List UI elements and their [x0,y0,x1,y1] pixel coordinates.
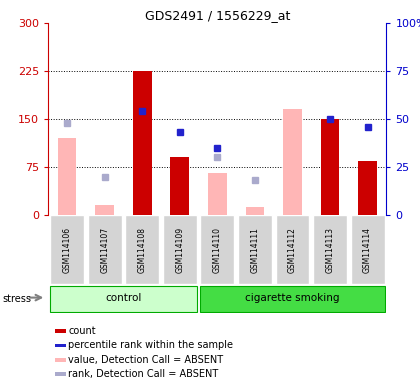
Text: count: count [68,326,96,336]
Bar [208,174,227,215]
Text: GSM114106: GSM114106 [63,227,71,273]
Bar [125,215,159,284]
Bar [95,205,114,215]
Bar [55,329,66,333]
Bar [358,161,377,215]
Text: GSM114114: GSM114114 [363,227,372,273]
Bar [351,215,385,284]
Text: GSM114110: GSM114110 [213,227,222,273]
Bar [55,344,66,347]
Bar [320,119,339,215]
Text: stress: stress [2,293,31,304]
Bar [55,372,66,376]
Text: GSM114107: GSM114107 [100,227,109,273]
Bar [238,215,272,284]
Bar [58,138,76,215]
Bar [133,71,152,215]
Bar [200,286,385,311]
Bar [171,157,189,215]
Bar [200,215,234,284]
Bar [50,286,197,311]
Text: GSM114113: GSM114113 [326,227,335,273]
Text: percentile rank within the sample: percentile rank within the sample [68,340,233,351]
Bar [283,109,302,215]
Text: GSM114109: GSM114109 [175,227,184,273]
Text: GSM114111: GSM114111 [250,227,260,273]
Bar [313,215,347,284]
Bar [55,358,66,362]
Text: GSM114112: GSM114112 [288,227,297,273]
Text: cigarette smoking: cigarette smoking [245,293,340,303]
Bar [50,215,84,284]
Bar [88,215,121,284]
Text: value, Detection Call = ABSENT: value, Detection Call = ABSENT [68,355,223,365]
Bar [163,215,197,284]
Title: GDS2491 / 1556229_at: GDS2491 / 1556229_at [144,9,290,22]
Bar [246,207,264,215]
Text: control: control [105,293,142,303]
Text: GSM114108: GSM114108 [138,227,147,273]
Bar [276,215,310,284]
Text: rank, Detection Call = ABSENT: rank, Detection Call = ABSENT [68,369,218,379]
